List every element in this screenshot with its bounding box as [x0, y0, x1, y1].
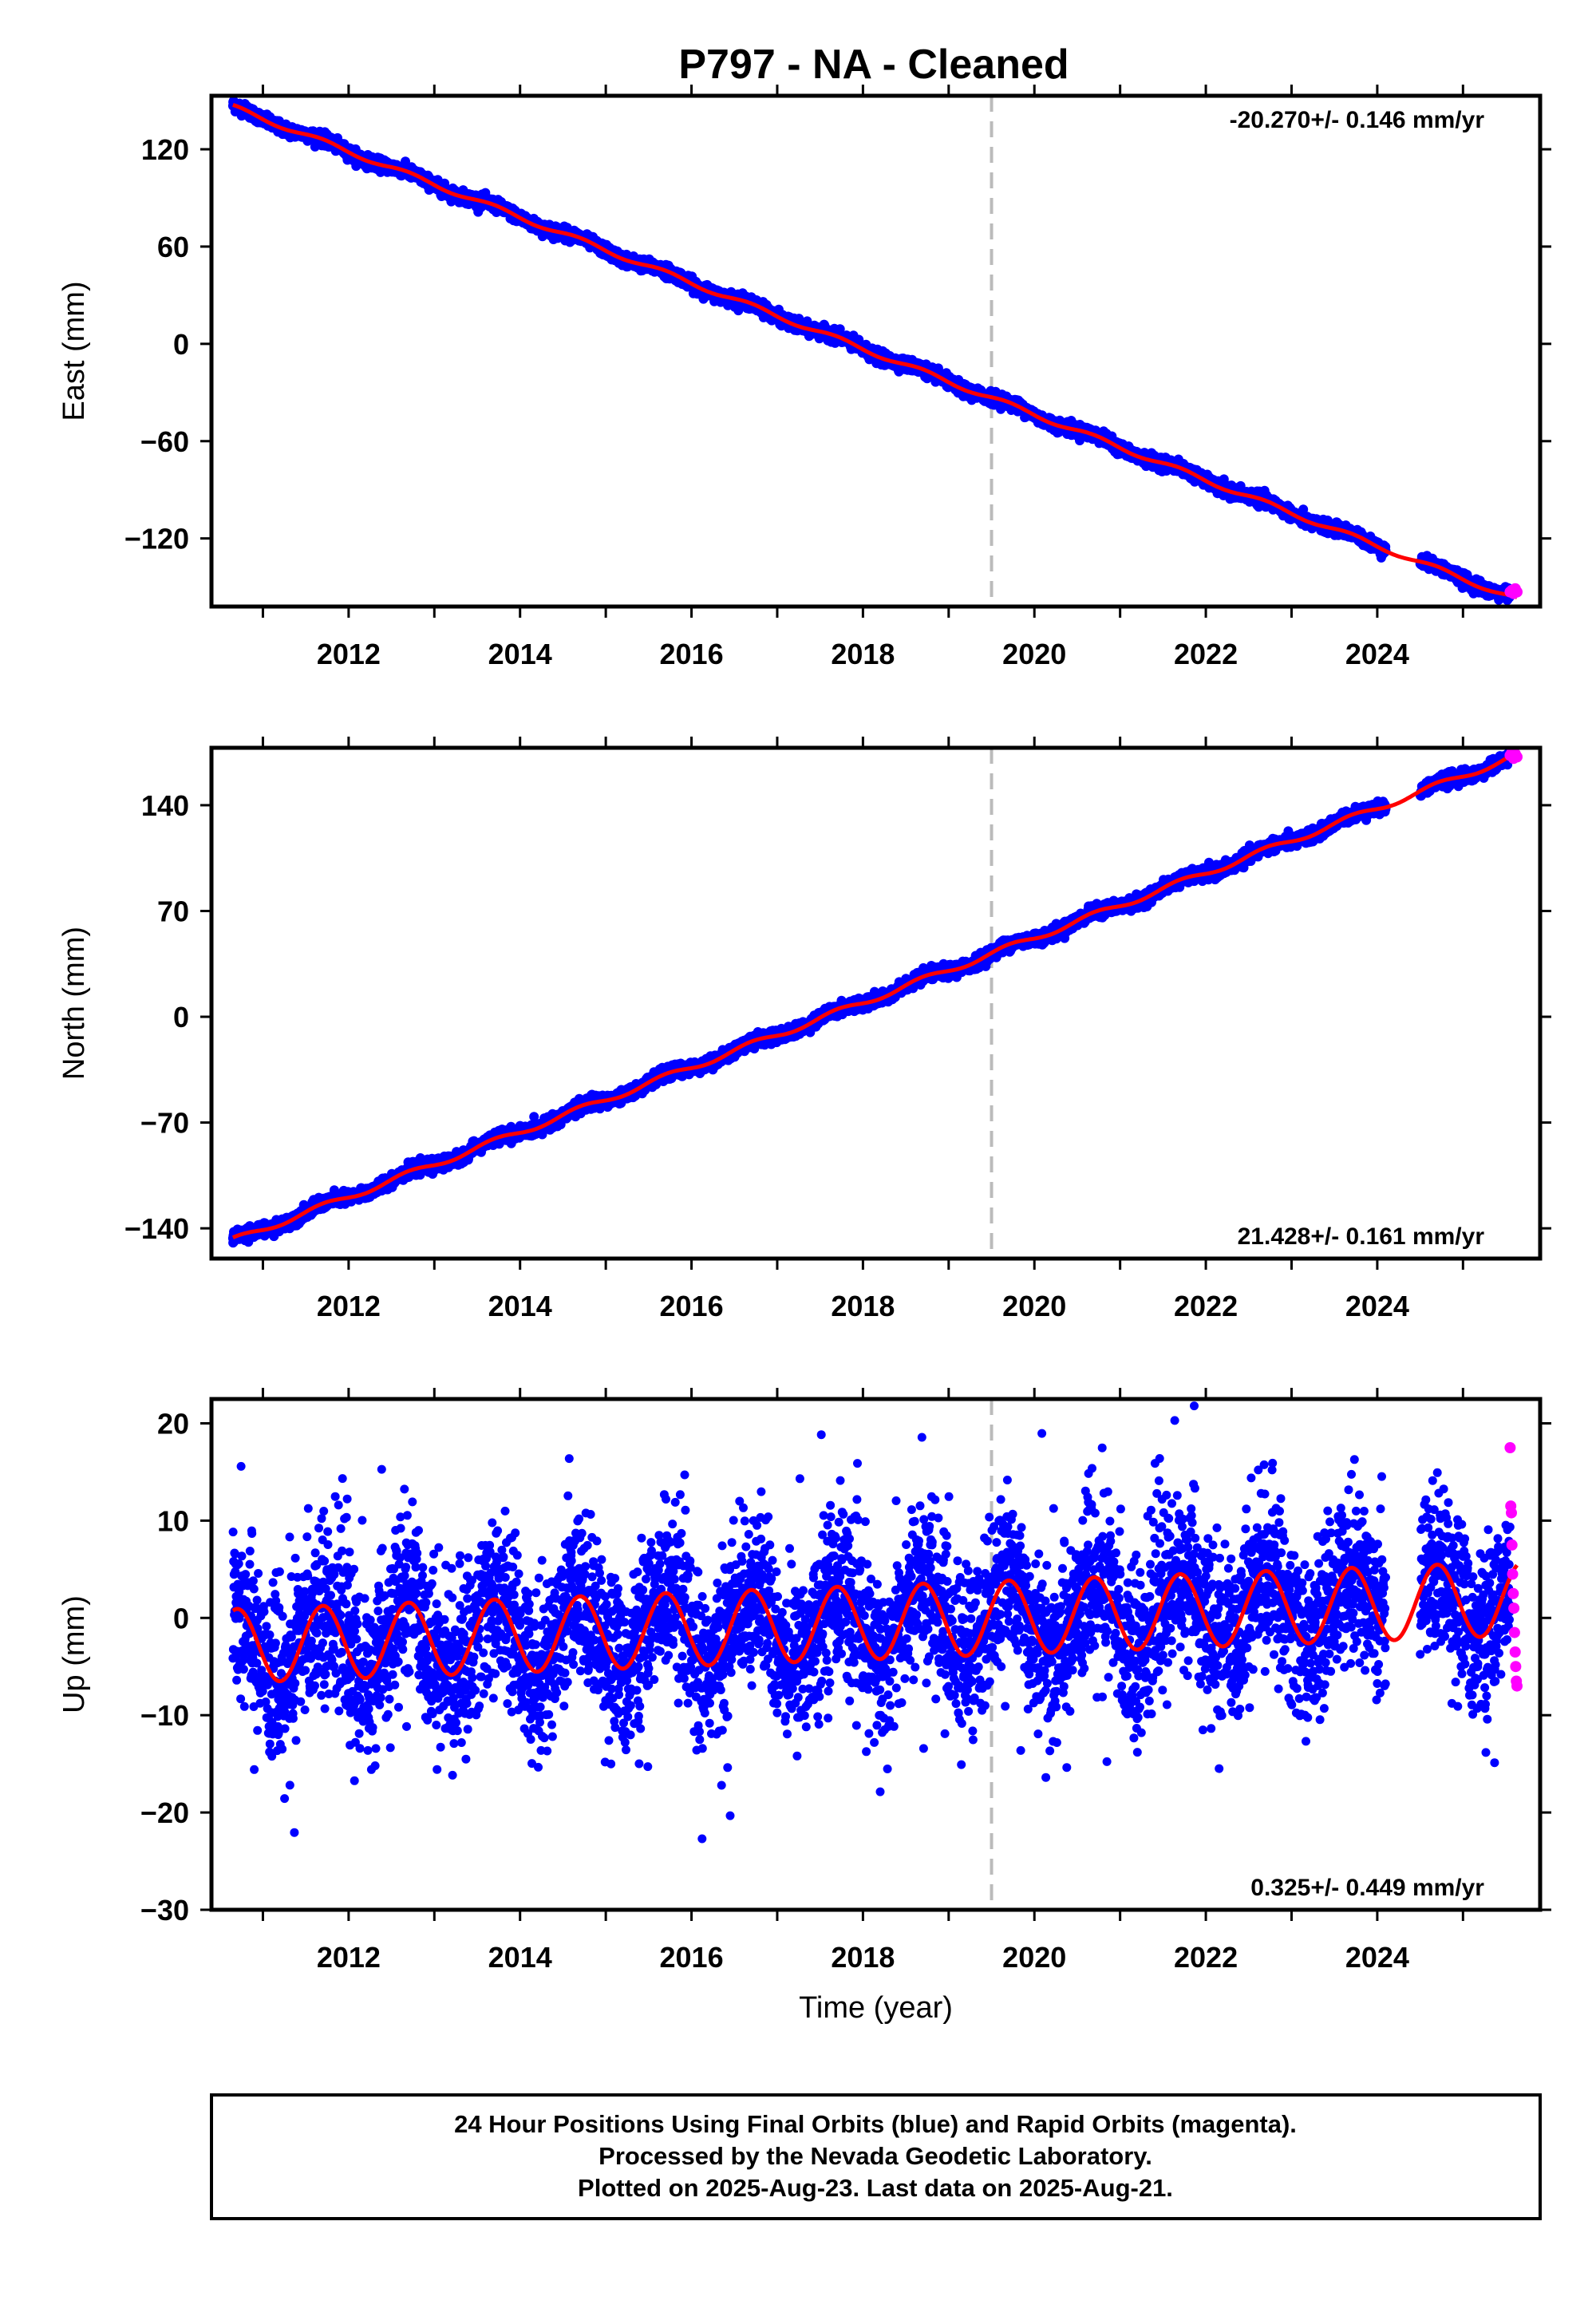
figure-title: P797 - NA - Cleaned [678, 41, 1069, 88]
data-layer [227, 96, 1523, 607]
